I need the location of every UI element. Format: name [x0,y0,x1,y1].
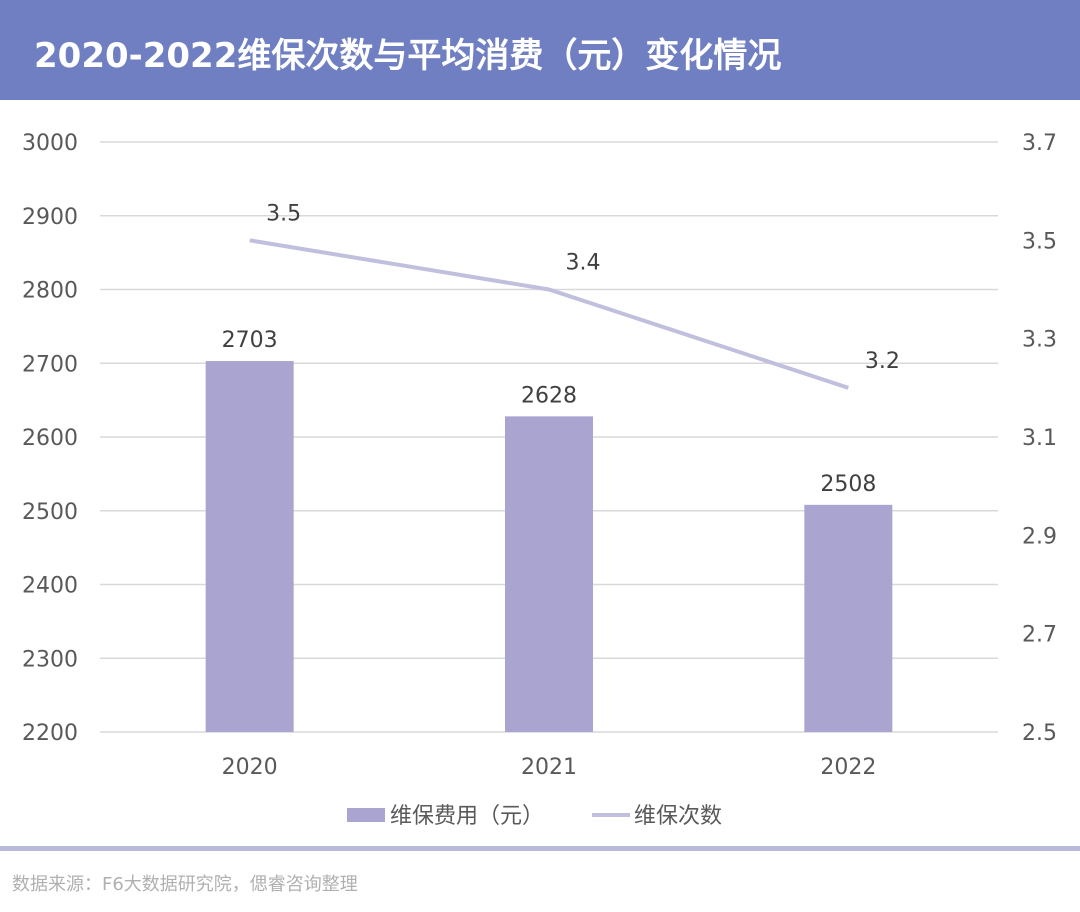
x-tick-label: 2020 [222,755,278,780]
legend-line-label: 维保次数 [634,804,722,829]
y-left-tick-label: 2300 [22,647,78,672]
y-left-tick-label: 2800 [22,279,78,304]
y-right-tick-label: 2.7 [1022,623,1057,648]
title-banner: 2020-2022维保次数与平均消费（元）变化情况 [0,0,1080,100]
source-note: 数据来源：F6大数据研究院，偲睿咨询整理 [12,874,358,895]
bar [505,416,593,732]
y-right-tick-label: 3.3 [1022,328,1057,353]
y-left-tick-label: 2400 [22,574,78,599]
y-right-tick-label: 3.5 [1022,229,1057,254]
line-data-label: 3.2 [865,349,900,374]
divider [0,846,1080,851]
line-series [249,238,849,390]
line-data-label: 3.5 [266,201,301,226]
bar-data-label: 2628 [521,383,577,408]
line-data-label: 3.4 [566,251,601,276]
y-right-tick-label: 2.5 [1022,721,1057,746]
bar-data-label: 2703 [222,328,278,353]
y-left-tick-label: 2500 [22,500,78,525]
chart-title: 2020-2022维保次数与平均消费（元）变化情况 [34,36,782,76]
y-left-tick-label: 2700 [22,352,78,377]
y-left-tick-label: 2600 [22,426,78,451]
bar-data-label: 2508 [820,472,876,497]
legend-bar-swatch [347,808,385,822]
y-right-tick-label: 2.9 [1022,524,1057,549]
y-right-tick-label: 3.1 [1022,426,1057,451]
y-left-tick-label: 2900 [22,205,78,230]
x-tick-label: 2021 [521,755,577,780]
x-tick-label: 2022 [820,755,876,780]
y-left-tick-label: 2200 [22,721,78,746]
bar [804,504,893,732]
y-left-tick-label: 3000 [22,131,78,156]
y-right-tick-label: 3.7 [1022,131,1057,156]
bar [205,361,294,732]
legend-bar-label: 维保费用（元） [390,804,544,829]
